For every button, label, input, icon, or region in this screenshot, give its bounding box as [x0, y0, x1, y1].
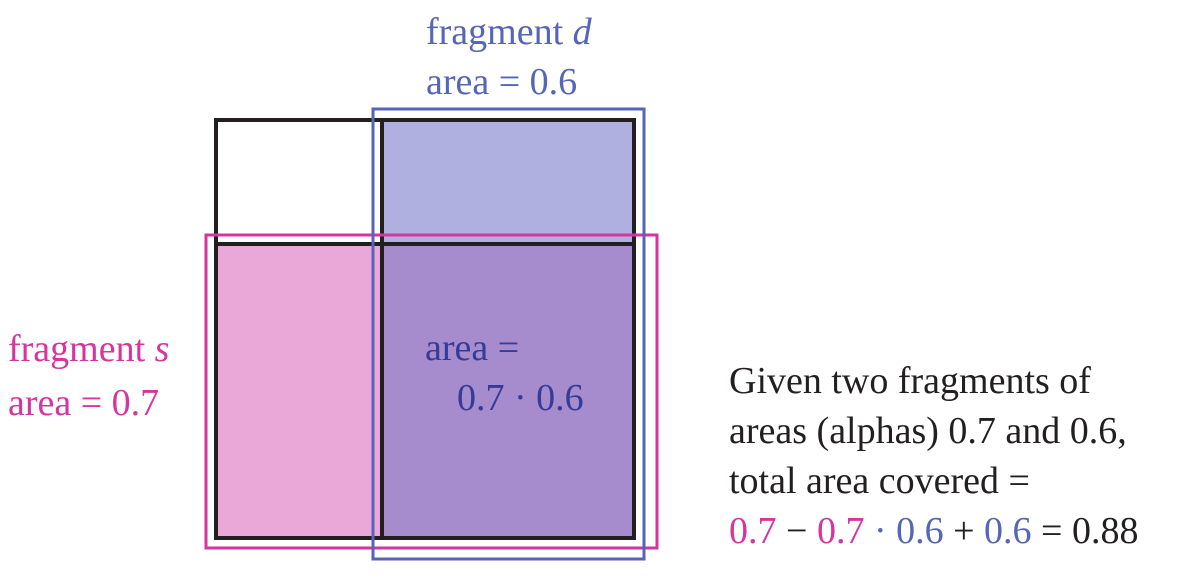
- caption-line-2: areas (alphas) 0.7 and 0.6,: [729, 410, 1127, 452]
- fragment-d-var: d: [573, 11, 593, 53]
- fragment-s-var: s: [155, 328, 170, 370]
- pixel-outline: [214, 118, 636, 540]
- formula-term-d: 0.6: [984, 510, 1032, 552]
- formula-result: = 0.88: [1032, 510, 1139, 552]
- formula-product-d: 0.6: [896, 510, 944, 552]
- caption-line-3: total area covered =: [729, 460, 1030, 502]
- pixel-grid: [214, 118, 636, 540]
- fragment-d-outline: [371, 107, 646, 561]
- formula-minus: −: [777, 510, 817, 552]
- formula-dot: ·: [864, 510, 896, 552]
- cell-s-only: [216, 244, 382, 538]
- fragment-s-area: area = 0.7: [8, 382, 159, 424]
- formula-term-s: 0.7: [729, 510, 777, 552]
- fragment-s-label: fragment s: [8, 328, 169, 370]
- overlap-area-label: area =: [425, 327, 519, 369]
- cell-d-only: [382, 120, 634, 244]
- caption-formula: 0.7 − 0.7 · 0.6 + 0.6 = 0.88: [729, 510, 1138, 552]
- formula-product-s: 0.7: [817, 510, 865, 552]
- formula-plus: +: [944, 510, 984, 552]
- fragment-d-label: fragment d: [426, 11, 593, 53]
- overlap-area-value: 0.7 · 0.6: [457, 377, 584, 419]
- caption-line-1: Given two fragments of: [729, 360, 1091, 402]
- fragment-s-outline: [204, 233, 659, 550]
- cell-overlap: [382, 244, 634, 538]
- cell-uncovered: [216, 120, 382, 244]
- fragment-d-area: area = 0.6: [426, 61, 577, 103]
